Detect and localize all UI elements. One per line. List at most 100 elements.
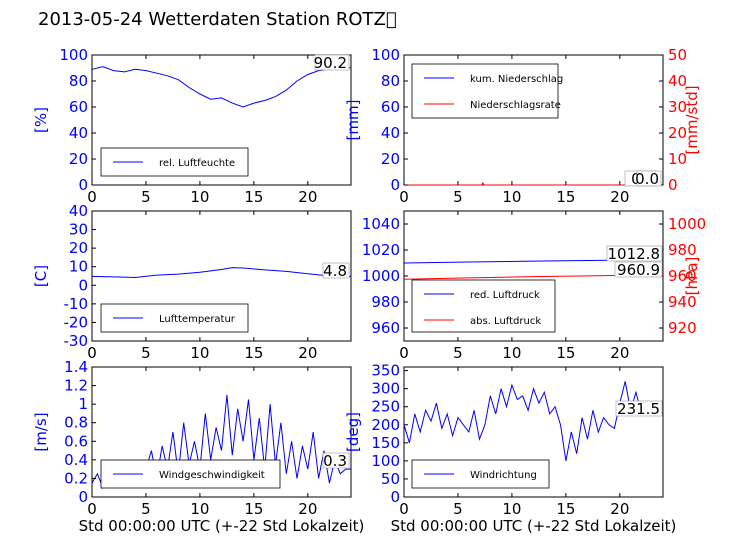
y2-tick-label: 0 xyxy=(668,176,678,194)
y-tick-label: 80 xyxy=(381,72,400,90)
y-tick-label: 0 xyxy=(390,488,400,506)
y-tick-label: 40 xyxy=(69,202,88,220)
y-tick-label: 0 xyxy=(390,176,400,194)
x-tick-label: 20 xyxy=(298,188,317,206)
y-tick-label: 980 xyxy=(371,293,400,311)
x-tick-label: 15 xyxy=(244,500,263,518)
y-tick-label: 60 xyxy=(69,98,88,116)
y-tick-label: 0.4 xyxy=(64,451,88,469)
x-tick-label: 15 xyxy=(244,344,263,362)
x-tick-label: 20 xyxy=(298,344,317,362)
x-tick-label: 0 xyxy=(87,500,97,518)
legend-label: Niederschlagsrate xyxy=(470,100,561,111)
y-tick-label: 350 xyxy=(371,362,400,380)
y-tick-label: 1.4 xyxy=(64,358,88,376)
y-tick-label: -30 xyxy=(64,332,89,350)
x-tick-label: 15 xyxy=(244,188,263,206)
y-tick-label: 30 xyxy=(69,221,88,239)
legend-box xyxy=(411,279,556,333)
x-tick-label: 0 xyxy=(399,344,409,362)
y-tick-label: -20 xyxy=(64,313,89,331)
x-tick-label: 5 xyxy=(453,188,463,206)
y-tick-label: 0 xyxy=(78,176,88,194)
y-tick-label: 200 xyxy=(371,416,400,434)
y-tick-label: 1020 xyxy=(362,241,400,259)
last-value-box xyxy=(322,452,350,469)
y-tick-label: 0.2 xyxy=(64,469,88,487)
y-tick-label: 300 xyxy=(371,380,400,398)
y2-tick-label: 980 xyxy=(668,241,697,259)
x-tick-label: 10 xyxy=(190,500,209,518)
y-axis-label: [C] xyxy=(32,265,50,287)
last-value-label: 90.2 xyxy=(314,54,347,72)
last-value-box xyxy=(606,245,663,262)
y-tick-label: 0 xyxy=(78,488,88,506)
y-tick-label: 60 xyxy=(381,98,400,116)
y2-tick-label: 20 xyxy=(668,124,687,142)
legend-label: rel. Luftfeuchte xyxy=(159,158,235,169)
y-tick-label: 20 xyxy=(69,150,88,168)
x-tick-label: 15 xyxy=(556,188,575,206)
y2-tick-label: 50 xyxy=(668,46,687,64)
y-tick-label: 1040 xyxy=(362,215,400,233)
y-tick-label: 40 xyxy=(381,124,400,142)
legend-label: Lufttemperatur xyxy=(159,314,236,325)
y-tick-label: 1000 xyxy=(362,267,400,285)
y-tick-label: 1 xyxy=(78,395,88,413)
y-tick-label: 20 xyxy=(69,239,88,257)
y-tick-label: 20 xyxy=(381,150,400,168)
x-tick-label: 0 xyxy=(399,500,409,518)
legend-box xyxy=(411,63,559,119)
y2-tick-label: 10 xyxy=(668,150,687,168)
x-axis-label: Std 00:00:00 UTC (+-22 Std Lokalzeit) xyxy=(391,517,677,535)
x-tick-label: 0 xyxy=(87,344,97,362)
x-tick-label: 20 xyxy=(610,500,629,518)
legend-label: red. Luftdruck xyxy=(470,290,540,301)
x-tick-label: 10 xyxy=(502,344,521,362)
y2-axis-label: [hPa] xyxy=(683,257,701,296)
x-axis-label: Std 00:00:00 UTC (+-22 Std Lokalzeit) xyxy=(79,517,365,535)
figure-title: 2013-05-24 Wetterdaten Station ROTZ  xyxy=(38,9,397,30)
x-tick-label: 5 xyxy=(453,500,463,518)
y2-tick-label: 1000 xyxy=(668,215,706,233)
series-line-3-1 xyxy=(91,267,352,279)
x-tick-label: 20 xyxy=(610,344,629,362)
y-tick-label: 150 xyxy=(371,434,400,452)
last-value-label: 0.0 xyxy=(635,170,659,188)
x-tick-label: 10 xyxy=(190,344,209,362)
y-tick-label: 0 xyxy=(78,276,88,294)
y2-tick-label: 40 xyxy=(668,72,687,90)
y2-tick-label: 960 xyxy=(668,267,697,285)
y-tick-label: 0.8 xyxy=(64,414,88,432)
y-tick-label: 100 xyxy=(371,46,400,64)
y2-tick-label: 30 xyxy=(668,98,687,116)
y-axis-label: [deg] xyxy=(344,412,362,452)
last-value-label: 231.5 xyxy=(617,400,660,418)
y-tick-label: 100 xyxy=(371,452,400,470)
last-value-box xyxy=(314,54,350,71)
y2-tick-label: 920 xyxy=(668,319,697,337)
x-tick-label: 20 xyxy=(610,188,629,206)
y2-tick-label: 940 xyxy=(668,293,697,311)
series-line-1-1 xyxy=(91,66,352,108)
y-tick-label: 1.2 xyxy=(64,377,88,395)
last-value-box xyxy=(322,262,350,279)
x-tick-label: 0 xyxy=(87,188,97,206)
x-tick-label: 15 xyxy=(556,500,575,518)
series-line-2-2 xyxy=(404,181,663,186)
y-tick-label: 10 xyxy=(69,258,88,276)
legend-label: kum. Niederschlag xyxy=(470,74,563,85)
y2-axis-label: [mm/std] xyxy=(683,85,701,154)
last-value-box xyxy=(614,261,663,278)
last-value-box xyxy=(636,170,662,187)
x-tick-label: 15 xyxy=(556,344,575,362)
y-tick-label: 960 xyxy=(371,319,400,337)
x-tick-label: 5 xyxy=(453,344,463,362)
y-tick-label: 100 xyxy=(59,46,88,64)
last-value-label: 960.9 xyxy=(617,261,660,279)
y-tick-label: 40 xyxy=(69,124,88,142)
x-tick-label: 5 xyxy=(141,188,151,206)
y-tick-label: -10 xyxy=(64,295,89,313)
y-axis-label: [m/s] xyxy=(32,412,50,451)
